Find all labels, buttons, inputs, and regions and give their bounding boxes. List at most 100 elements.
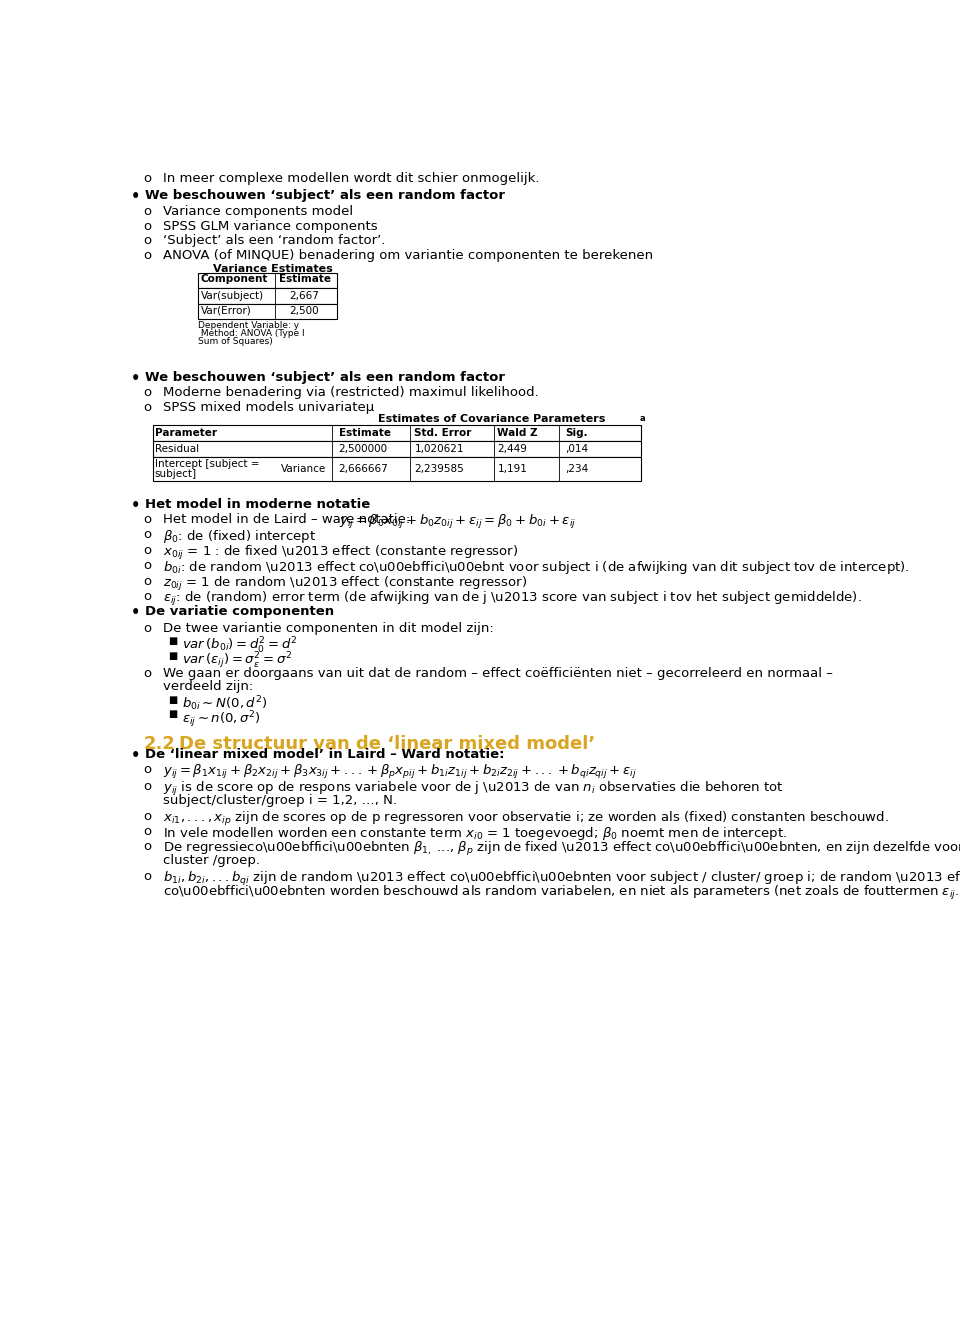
Bar xyxy=(198,273,337,289)
Text: Sig.: Sig. xyxy=(564,427,588,438)
Text: o: o xyxy=(143,575,152,588)
Text: ■: ■ xyxy=(168,709,178,720)
Text: o: o xyxy=(143,234,152,247)
Text: We beschouwen ‘subject’ als een random factor: We beschouwen ‘subject’ als een random f… xyxy=(145,371,505,384)
Text: subject]: subject] xyxy=(155,469,197,479)
Text: subject/cluster/groep i = 1,2, …, N.: subject/cluster/groep i = 1,2, …, N. xyxy=(162,794,396,807)
Text: Moderne benadering via (restricted) maximul likelihood.: Moderne benadering via (restricted) maxi… xyxy=(162,385,539,399)
Text: •: • xyxy=(131,498,140,513)
Text: Estimate: Estimate xyxy=(278,274,331,285)
Text: o: o xyxy=(143,780,152,794)
Text: $\epsilon_{ij} \sim n(0, \sigma^2)$: $\epsilon_{ij} \sim n(0, \sigma^2)$ xyxy=(182,709,261,731)
Text: •: • xyxy=(131,189,140,204)
Text: $x_{0ij}$ = 1 : de fixed \u2013 effect (constante regressor): $x_{0ij}$ = 1 : de fixed \u2013 effect (… xyxy=(162,544,518,561)
Text: Intercept [subject =: Intercept [subject = xyxy=(155,459,259,469)
Text: Std. Error: Std. Error xyxy=(415,427,472,438)
Text: •: • xyxy=(131,748,140,763)
Text: •: • xyxy=(131,606,140,620)
Text: ANOVA (of MINQUE) benadering om variantie componenten te berekenen: ANOVA (of MINQUE) benadering om varianti… xyxy=(162,248,653,262)
Text: $y_{ij} = \beta_0 x_{0ij} + b_0 z_{0ij} + \epsilon_{ij} = \beta_0 + b_{0i} + \ep: $y_{ij} = \beta_0 x_{0ij} + b_0 z_{0ij} … xyxy=(339,513,576,530)
Text: SPSS mixed models univariateμ: SPSS mixed models univariateμ xyxy=(162,400,373,414)
Text: o: o xyxy=(143,559,152,572)
Bar xyxy=(198,304,337,320)
Text: o: o xyxy=(143,172,152,185)
Text: $\beta_0$: de (fixed) intercept: $\beta_0$: de (fixed) intercept xyxy=(162,528,316,545)
Text: Method: ANOVA (Type I: Method: ANOVA (Type I xyxy=(198,329,304,338)
Bar xyxy=(153,441,641,457)
Bar xyxy=(153,424,641,441)
Text: o: o xyxy=(143,810,152,822)
Text: Variance components model: Variance components model xyxy=(162,205,352,218)
Text: ,234: ,234 xyxy=(564,463,588,474)
Text: o: o xyxy=(143,667,152,680)
Text: In meer complexe modellen wordt dit schier onmogelijk.: In meer complexe modellen wordt dit schi… xyxy=(162,172,540,185)
Text: $b_{1i}, b_{2i}, ... b_{qi}$ zijn de random \u2013 effect co\u00ebffici\u00ebnte: $b_{1i}, b_{2i}, ... b_{qi}$ zijn de ran… xyxy=(162,869,960,888)
Text: 1,191: 1,191 xyxy=(497,463,527,474)
Text: Wald Z: Wald Z xyxy=(497,427,538,438)
Text: Estimates of Covariance Parameters: Estimates of Covariance Parameters xyxy=(378,414,606,424)
Text: In vele modellen worden een constante term $x_{i0}$ = 1 toegevoegd; $\beta_0$ no: In vele modellen worden een constante te… xyxy=(162,825,786,842)
Text: We gaan er doorgaans van uit dat de random – effect coëfficiënten niet – gecorre: We gaan er doorgaans van uit dat de rand… xyxy=(162,667,832,680)
Text: Var(subject): Var(subject) xyxy=(201,290,264,301)
Text: $z_{0ij}$ = 1 de random \u2013 effect (constante regressor): $z_{0ij}$ = 1 de random \u2013 effect (c… xyxy=(162,575,527,592)
Text: cluster /groep.: cluster /groep. xyxy=(162,854,259,868)
Text: Variance: Variance xyxy=(280,463,325,474)
Bar xyxy=(153,457,641,482)
Text: $var\,(b_{0i}) = d_0^2 = d^2$: $var\,(b_{0i}) = d_0^2 = d^2$ xyxy=(182,637,298,657)
Text: o: o xyxy=(143,400,152,414)
Text: o: o xyxy=(143,205,152,218)
Text: De regressieco\u00ebffici\u00ebnten $\beta_{1,}$ ..., $\beta_p$ zijn de fixed \u: De regressieco\u00ebffici\u00ebnten $\be… xyxy=(162,841,960,858)
Text: $y_{ij}$ is de score op de respons variabele voor de j \u2013 de van $n_i$ obser: $y_{ij}$ is de score op de respons varia… xyxy=(162,780,783,798)
Text: 1,020621: 1,020621 xyxy=(415,443,464,454)
Text: Var(Error): Var(Error) xyxy=(201,306,252,316)
Text: $b_{0i} \sim N(0, d^2)$: $b_{0i} \sim N(0, d^2)$ xyxy=(182,694,268,713)
Text: 2,239585: 2,239585 xyxy=(415,463,465,474)
Text: Het model in moderne notatie: Het model in moderne notatie xyxy=(145,498,370,510)
Text: •: • xyxy=(131,371,140,385)
Text: ■: ■ xyxy=(168,651,178,661)
Text: ‘Subject’ als een ‘random factor’.: ‘Subject’ als een ‘random factor’. xyxy=(162,234,385,247)
Bar xyxy=(198,289,337,304)
Text: Component: Component xyxy=(201,274,268,285)
Text: De structuur van de ‘linear mixed model’: De structuur van de ‘linear mixed model’ xyxy=(179,735,595,753)
Text: 2,449: 2,449 xyxy=(497,443,527,454)
Text: o: o xyxy=(143,220,152,232)
Text: $\epsilon_{ij}$: de (random) error term (de afwijking van de j \u2013 score van : $\epsilon_{ij}$: de (random) error term … xyxy=(162,590,861,608)
Text: o: o xyxy=(143,841,152,853)
Text: Het model in de Laird – ware notatie:: Het model in de Laird – ware notatie: xyxy=(162,513,419,526)
Text: o: o xyxy=(143,622,152,635)
Text: o: o xyxy=(143,869,152,882)
Text: Residual: Residual xyxy=(155,443,199,454)
Text: o: o xyxy=(143,825,152,838)
Text: 2,666667: 2,666667 xyxy=(339,463,388,474)
Text: We beschouwen ‘subject’ als een random factor: We beschouwen ‘subject’ als een random f… xyxy=(145,189,505,201)
Text: ,014: ,014 xyxy=(564,443,588,454)
Text: o: o xyxy=(143,513,152,526)
Text: De variatie componenten: De variatie componenten xyxy=(145,606,334,618)
Text: o: o xyxy=(143,544,152,557)
Text: o: o xyxy=(143,763,152,776)
Text: 2,667: 2,667 xyxy=(289,290,319,301)
Text: Dependent Variable: y: Dependent Variable: y xyxy=(198,321,299,330)
Text: 2,500: 2,500 xyxy=(289,306,319,316)
Text: a: a xyxy=(639,414,645,423)
Text: o: o xyxy=(143,528,152,541)
Text: o: o xyxy=(143,385,152,399)
Text: Variance Estimates: Variance Estimates xyxy=(213,263,333,274)
Text: ■: ■ xyxy=(168,694,178,705)
Text: $b_{0i}$: de random \u2013 effect co\u00ebffici\u00ebnt voor subject i (de afwij: $b_{0i}$: de random \u2013 effect co\u00… xyxy=(162,559,909,576)
Text: co\u00ebffici\u00ebnten worden beschouwd als random variabelen, en niet als para: co\u00ebffici\u00ebnten worden beschouwd… xyxy=(162,884,959,902)
Text: 2.2: 2.2 xyxy=(143,735,175,753)
Text: $x_{i1}, ..., x_{ip}$ zijn de scores op de p regressoren voor observatie i; ze w: $x_{i1}, ..., x_{ip}$ zijn de scores op … xyxy=(162,810,888,827)
Text: Parameter: Parameter xyxy=(155,427,217,438)
Text: De ‘linear mixed model’ in Laird – Ward notatie:: De ‘linear mixed model’ in Laird – Ward … xyxy=(145,748,504,761)
Text: Sum of Squares): Sum of Squares) xyxy=(198,337,273,345)
Text: ■: ■ xyxy=(168,637,178,646)
Text: verdeeld zijn:: verdeeld zijn: xyxy=(162,680,252,693)
Text: SPSS GLM variance components: SPSS GLM variance components xyxy=(162,220,377,232)
Text: $var\,(\epsilon_{ij}) = \sigma_\epsilon^2 = \sigma^2$: $var\,(\epsilon_{ij}) = \sigma_\epsilon^… xyxy=(182,651,292,672)
Text: o: o xyxy=(143,248,152,262)
Text: De twee variantie componenten in dit model zijn:: De twee variantie componenten in dit mod… xyxy=(162,622,493,635)
Text: $y_{ij} = \beta_1 x_{1ij} + \beta_2 x_{2ij} + \beta_3 x_{3ij} + ... + \beta_p x_: $y_{ij} = \beta_1 x_{1ij} + \beta_2 x_{2… xyxy=(162,763,636,782)
Text: o: o xyxy=(143,590,152,603)
